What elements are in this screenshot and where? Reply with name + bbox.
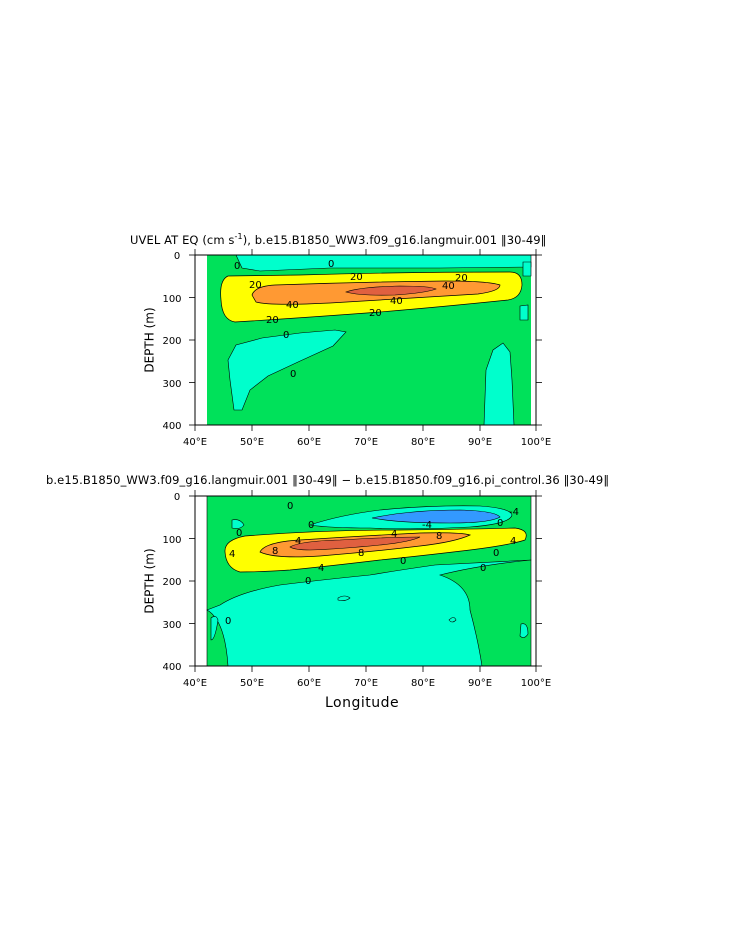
plot1-label: 20 <box>249 280 262 291</box>
plot1-ytick: 100 <box>162 294 181 305</box>
plot2-label: -4 <box>509 507 519 518</box>
plot2-tick-labels: 0 100 200 300 400 40°E 50°E 60°E 70°E 80… <box>162 492 551 689</box>
plot2-label: 4 <box>510 536 516 547</box>
plot2-cyan-east-dot <box>519 623 529 638</box>
plot1-label: 40 <box>390 296 403 307</box>
plot2-label: 4 <box>295 536 301 547</box>
plot2-label: 0 <box>308 520 314 531</box>
plot2-xtick: 50°E <box>240 678 264 689</box>
plot1-xtick: 70°E <box>354 437 378 448</box>
plot1-land-west <box>195 255 207 425</box>
plot1-title: UVEL AT EQ (cm s-1), b.e15.B1850_WW3.f09… <box>130 232 547 247</box>
plot2-label: 0 <box>236 528 242 539</box>
plot1-east-patch <box>522 261 532 277</box>
plot1-xtick: 50°E <box>240 437 264 448</box>
plot1-ytick: 200 <box>162 336 181 347</box>
plot2-label: 4 <box>391 529 397 540</box>
plot2-xtick: 100°E <box>521 678 551 689</box>
plot1-land-east <box>530 403 536 425</box>
plot2-label: -4 <box>422 520 432 531</box>
plot1-east-small-patch <box>519 304 529 321</box>
plot2-label: 0 <box>287 501 293 512</box>
plot1-label: 0 <box>328 259 334 270</box>
plot2-label: 4 <box>229 549 235 560</box>
plot1-label: 0 <box>283 330 289 341</box>
plot2-ytick: 0 <box>174 492 180 503</box>
plot2-field <box>195 496 536 666</box>
plot2-ytick: 400 <box>162 662 181 673</box>
plot2-label: 4 <box>318 563 324 574</box>
plot2-xtick: 70°E <box>354 678 378 689</box>
plot2-title: b.e15.B1850_WW3.f09_g16.langmuir.001 ‖30… <box>46 473 610 487</box>
plot1-label: 20 <box>369 308 382 319</box>
plot2-label: 0 <box>400 556 406 567</box>
plot2-xtick: 60°E <box>297 678 321 689</box>
plot2-contour-labels: 0 0 0 4 4 4 8 8 8 4 -4 0 0 0 0 -4 4 0 0 <box>225 501 519 627</box>
plot2-label: 0 <box>480 563 486 574</box>
plot1-xtick: 40°E <box>183 437 207 448</box>
plot2-label: 0 <box>305 576 311 587</box>
plot2-xlabel: Longitude <box>325 695 400 711</box>
plot2-ytick: 100 <box>162 535 181 546</box>
plot2-cyan-patch <box>231 519 245 529</box>
plot1-ytick: 400 <box>162 421 181 432</box>
plot2-land-west <box>195 496 207 666</box>
plot2-land-east <box>530 644 536 666</box>
plot2-label: 8 <box>436 531 442 542</box>
plot2-cyan-deep-blob <box>448 617 457 623</box>
plot1-label: 40 <box>442 281 455 292</box>
plot1-xtick: 60°E <box>297 437 321 448</box>
plot1-deep-west-lobe <box>227 329 347 411</box>
plot1-ticks <box>189 249 542 431</box>
plot1-contour-labels: 0 0 20 20 20 20 20 40 40 40 0 0 <box>234 259 468 380</box>
plot1-label: 20 <box>266 315 279 326</box>
plot1-xtick: 80°E <box>411 437 435 448</box>
plot2-xtick: 90°E <box>468 678 492 689</box>
plot1-contour-60 <box>345 285 437 296</box>
plot1-ytick: 300 <box>162 379 181 390</box>
plot2-ticks <box>189 490 542 672</box>
plot2-green-lower-east <box>438 559 532 666</box>
plot2-xtick: 80°E <box>411 678 435 689</box>
plot2-green-west-dot <box>210 616 219 641</box>
plot2-ytick: 200 <box>162 577 181 588</box>
plot2-label: 0 <box>493 548 499 559</box>
plot1-ytick: 0 <box>174 251 180 262</box>
plot2-ytick: 300 <box>162 620 181 631</box>
plot2-label: 8 <box>272 546 278 557</box>
plot1-label: 0 <box>290 369 296 380</box>
plot1-label: 40 <box>286 300 299 311</box>
plot1-label: 0 <box>234 261 240 272</box>
plot2-xtick: 40°E <box>183 678 207 689</box>
plot2-contour-12 <box>289 536 421 551</box>
plot2-blue-core <box>371 509 501 524</box>
plot2-label: 0 <box>225 616 231 627</box>
plot1-xtick: 100°E <box>521 437 551 448</box>
plot1-field <box>195 255 536 425</box>
plot1-tick-labels: 0 100 200 300 400 40°E 50°E 60°E 70°E 80… <box>162 251 551 448</box>
plot1-deep-east-column <box>483 342 515 425</box>
plot2-cyan-mid-blob <box>337 595 351 601</box>
plot1-xtick: 90°E <box>468 437 492 448</box>
plot2-label: 0 <box>497 518 503 529</box>
plot1-label: 20 <box>455 273 468 284</box>
plot1-surface-band <box>235 255 532 272</box>
plot2-label: 8 <box>358 548 364 559</box>
plot1-label: 20 <box>350 272 363 283</box>
